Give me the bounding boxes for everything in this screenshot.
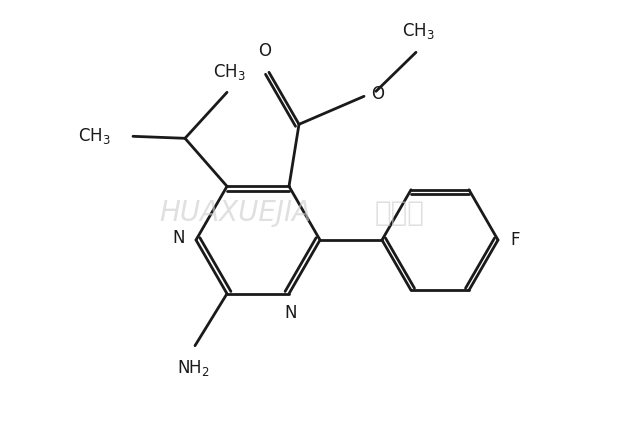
Text: HUAXUEJIA: HUAXUEJIA: [159, 199, 311, 227]
Text: N: N: [285, 304, 297, 322]
Text: O: O: [371, 85, 384, 104]
Text: N: N: [173, 229, 185, 247]
Text: O: O: [259, 42, 271, 60]
Text: CH$_3$: CH$_3$: [212, 62, 245, 82]
Text: CH$_3$: CH$_3$: [402, 21, 435, 41]
Text: NH$_2$: NH$_2$: [177, 358, 209, 378]
Text: 化学加: 化学加: [375, 199, 425, 227]
Text: F: F: [510, 231, 520, 249]
Text: CH$_3$: CH$_3$: [78, 126, 111, 146]
